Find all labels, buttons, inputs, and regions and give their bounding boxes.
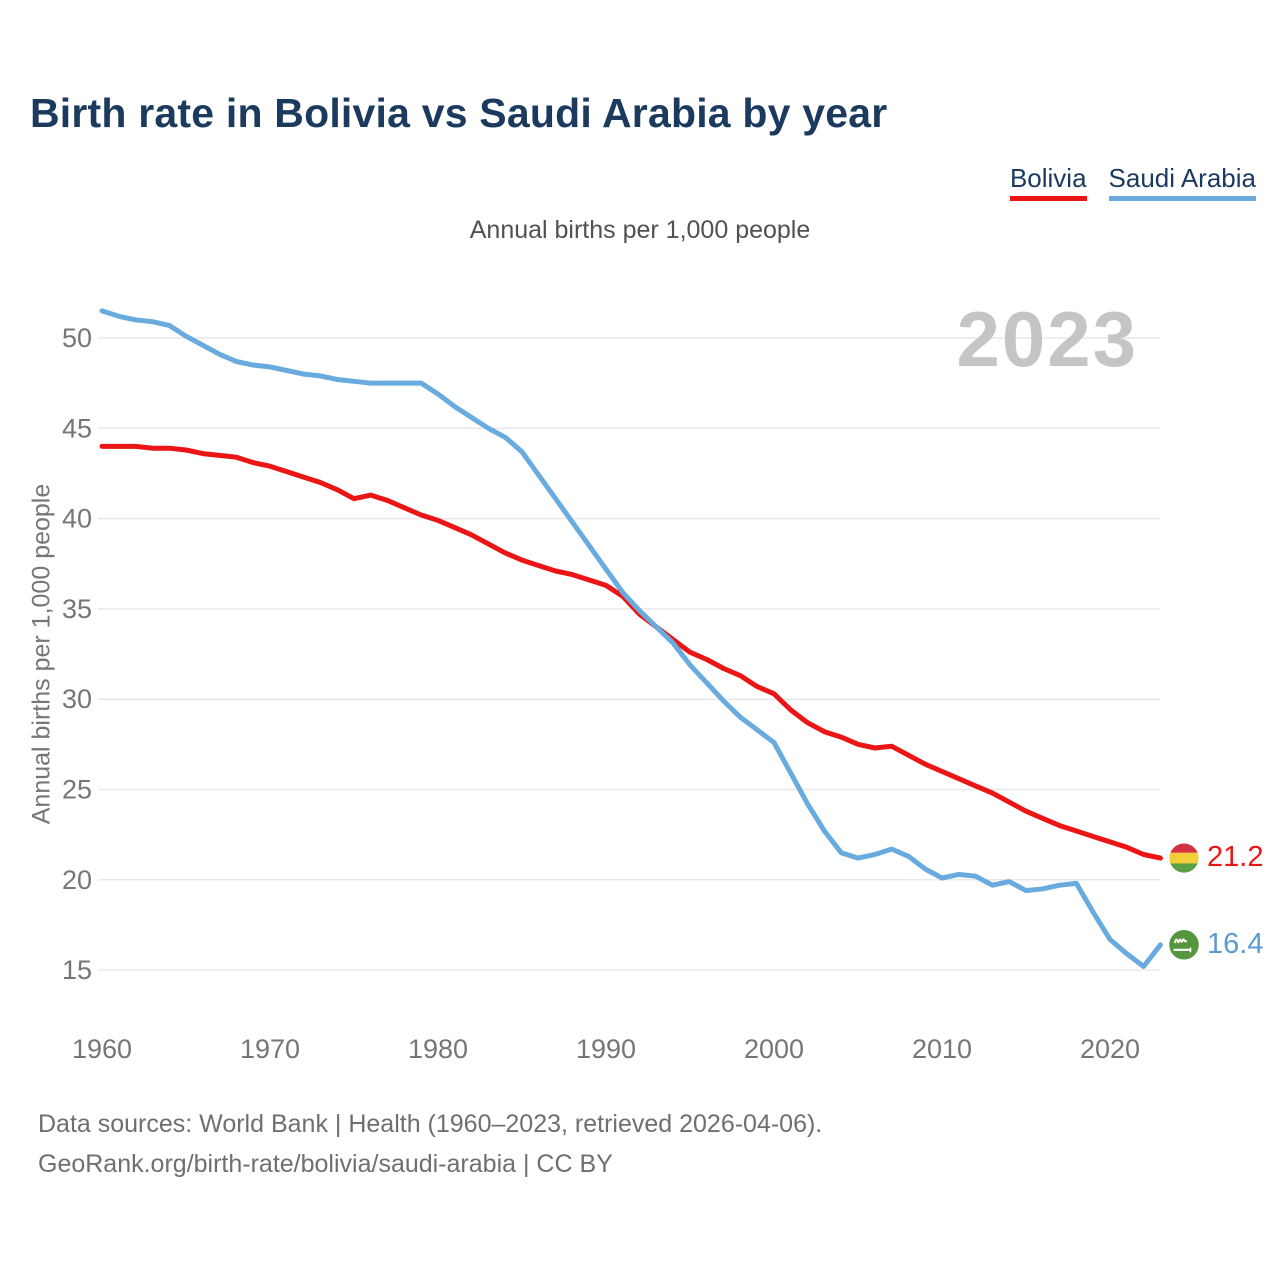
legend-swatch-saudi-arabia [1108,196,1256,201]
gridlines-layer [98,337,1160,971]
x-tick-1970: 1970 [240,1034,300,1064]
y-tick-45: 45 [62,413,92,443]
end-value-label-bolivia: 21.2 [1207,841,1264,873]
saudi-flag-icon [1166,927,1202,963]
legend-label-bolivia: Bolivia [1009,163,1087,193]
y-tick-50: 50 [62,323,92,353]
end-value-label-saudi-arabia: 16.4 [1207,928,1264,960]
line-saudi [99,308,1163,969]
x-tick-1980: 1980 [408,1034,468,1064]
legend-swatch-bolivia [1009,196,1087,201]
x-tick-1990: 1990 [576,1034,636,1064]
legend-item-bolivia[interactable]: Bolivia [1009,163,1087,201]
x-tick-2010: 2010 [912,1034,972,1064]
axis-ticks-layer: 50 45 40 35 30 25 20 15 1960 1970 1980 1990 2000 2010… [62,323,1140,1064]
legend: Bolivia Saudi Arabia [1009,163,1256,201]
data-series-layer [99,308,1202,969]
footer-data-sources: Data sources: World Bank | Health (1960–… [38,1110,823,1138]
legend-item-saudi-arabia[interactable]: Saudi Arabia [1108,163,1256,201]
x-tick-1960: 1960 [72,1034,132,1064]
chart-subtitle: Annual births per 1,000 people [469,216,811,244]
watermark-year: 2023 [956,295,1138,383]
footer: Data sources: World Bank | Health (1960–… [38,1104,822,1184]
page-title: Birth rate in Bolivia vs Saudi Arabia by… [30,90,888,136]
y-tick-20: 20 [62,865,92,895]
y-tick-30: 30 [62,684,92,714]
y-tick-35: 35 [62,594,92,624]
x-tick-2020: 2020 [1080,1034,1140,1064]
y-tick-25: 25 [62,775,92,805]
footer-attribution: GeoRank.org/birth-rate/bolivia/saudi-ara… [38,1150,613,1178]
legend-label-saudi-arabia: Saudi Arabia [1108,163,1256,193]
x-tick-2000: 2000 [744,1034,804,1064]
y-tick-15: 15 [62,955,92,985]
y-tick-40: 40 [62,504,92,534]
bolivia-flag-icon [1166,841,1202,876]
y-axis-label: Annual births per 1,000 people [27,483,56,825]
line-bolivia [99,443,1163,861]
